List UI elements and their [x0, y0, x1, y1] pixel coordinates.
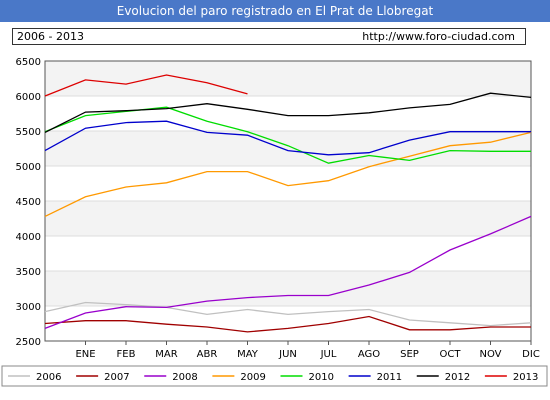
- series-line-2012: [44, 92, 532, 133]
- grid-bands: [45, 60, 531, 342]
- series-line-2006: [44, 301, 532, 327]
- x-tick-label: SEP: [400, 349, 419, 360]
- series-line-2008: [44, 215, 532, 330]
- legend-label-2009: 2009: [240, 372, 265, 383]
- y-tick-label: 3000: [16, 302, 41, 313]
- y-tick-label: 2500: [16, 337, 41, 348]
- series-line-2010: [44, 106, 531, 164]
- grid-band: [45, 201, 531, 236]
- legend-label-2006: 2006: [36, 372, 61, 383]
- legend-label-2013: 2013: [513, 372, 538, 383]
- x-tick-labels: ENE FEB MAR ABR MAY JUN JUL AGO SEP OCT NOV DIC: [75, 349, 539, 360]
- legend-label-2008: 2008: [172, 372, 197, 383]
- y-tick-label: 4500: [16, 197, 41, 208]
- grid-band: [45, 271, 531, 306]
- y-tick-label: 4000: [16, 232, 41, 243]
- x-tick-label: DIC: [522, 349, 540, 360]
- chart-title: Evolucion del paro registrado en El Prat…: [0, 0, 550, 22]
- year-range: 2006 - 2013: [17, 30, 84, 43]
- x-tick-label: MAR: [155, 349, 177, 360]
- y-tick-labels: 2500 3000 3500 4000 4500 5000 5500 6000 6500: [16, 57, 41, 348]
- x-tick-label: JUL: [320, 349, 337, 360]
- axes: [44, 60, 532, 345]
- series-line-2011: [44, 120, 531, 156]
- x-tick-label: JUN: [278, 349, 297, 360]
- series-line-2009: [44, 131, 532, 217]
- legend-label-2007: 2007: [104, 372, 129, 383]
- series-line-2013: [44, 74, 248, 97]
- x-tick-label: MAY: [237, 349, 259, 360]
- series-lines: [44, 74, 532, 333]
- legend-label-2011: 2011: [377, 372, 402, 383]
- info-bar: 2006 - 2013 http://www.foro-ciudad.com: [12, 28, 526, 45]
- grid-band: [45, 61, 531, 96]
- x-tick-label: FEB: [117, 349, 136, 360]
- y-tick-label: 6500: [16, 57, 41, 68]
- legend-box: [1, 365, 548, 387]
- legend-label-2010: 2010: [309, 372, 334, 383]
- y-tick-label: 6000: [16, 92, 41, 103]
- y-tick-label: 5000: [16, 162, 41, 173]
- x-tick-label: ENE: [75, 349, 95, 360]
- series-line-2007: [44, 315, 531, 333]
- y-tick-label: 3500: [16, 267, 41, 278]
- source-url[interactable]: http://www.foro-ciudad.com: [362, 30, 515, 43]
- x-tick-label: AGO: [358, 349, 380, 360]
- y-tick-label: 5500: [16, 127, 41, 138]
- x-tick-label: NOV: [479, 349, 501, 360]
- x-tick-label: OCT: [440, 349, 462, 360]
- legend-label-2012: 2012: [445, 372, 470, 383]
- grid-band: [45, 131, 531, 166]
- legend: 2006 2007 2008 2009 2010 2011 2012 2013: [1, 365, 548, 387]
- x-tick-label: ABR: [197, 349, 218, 360]
